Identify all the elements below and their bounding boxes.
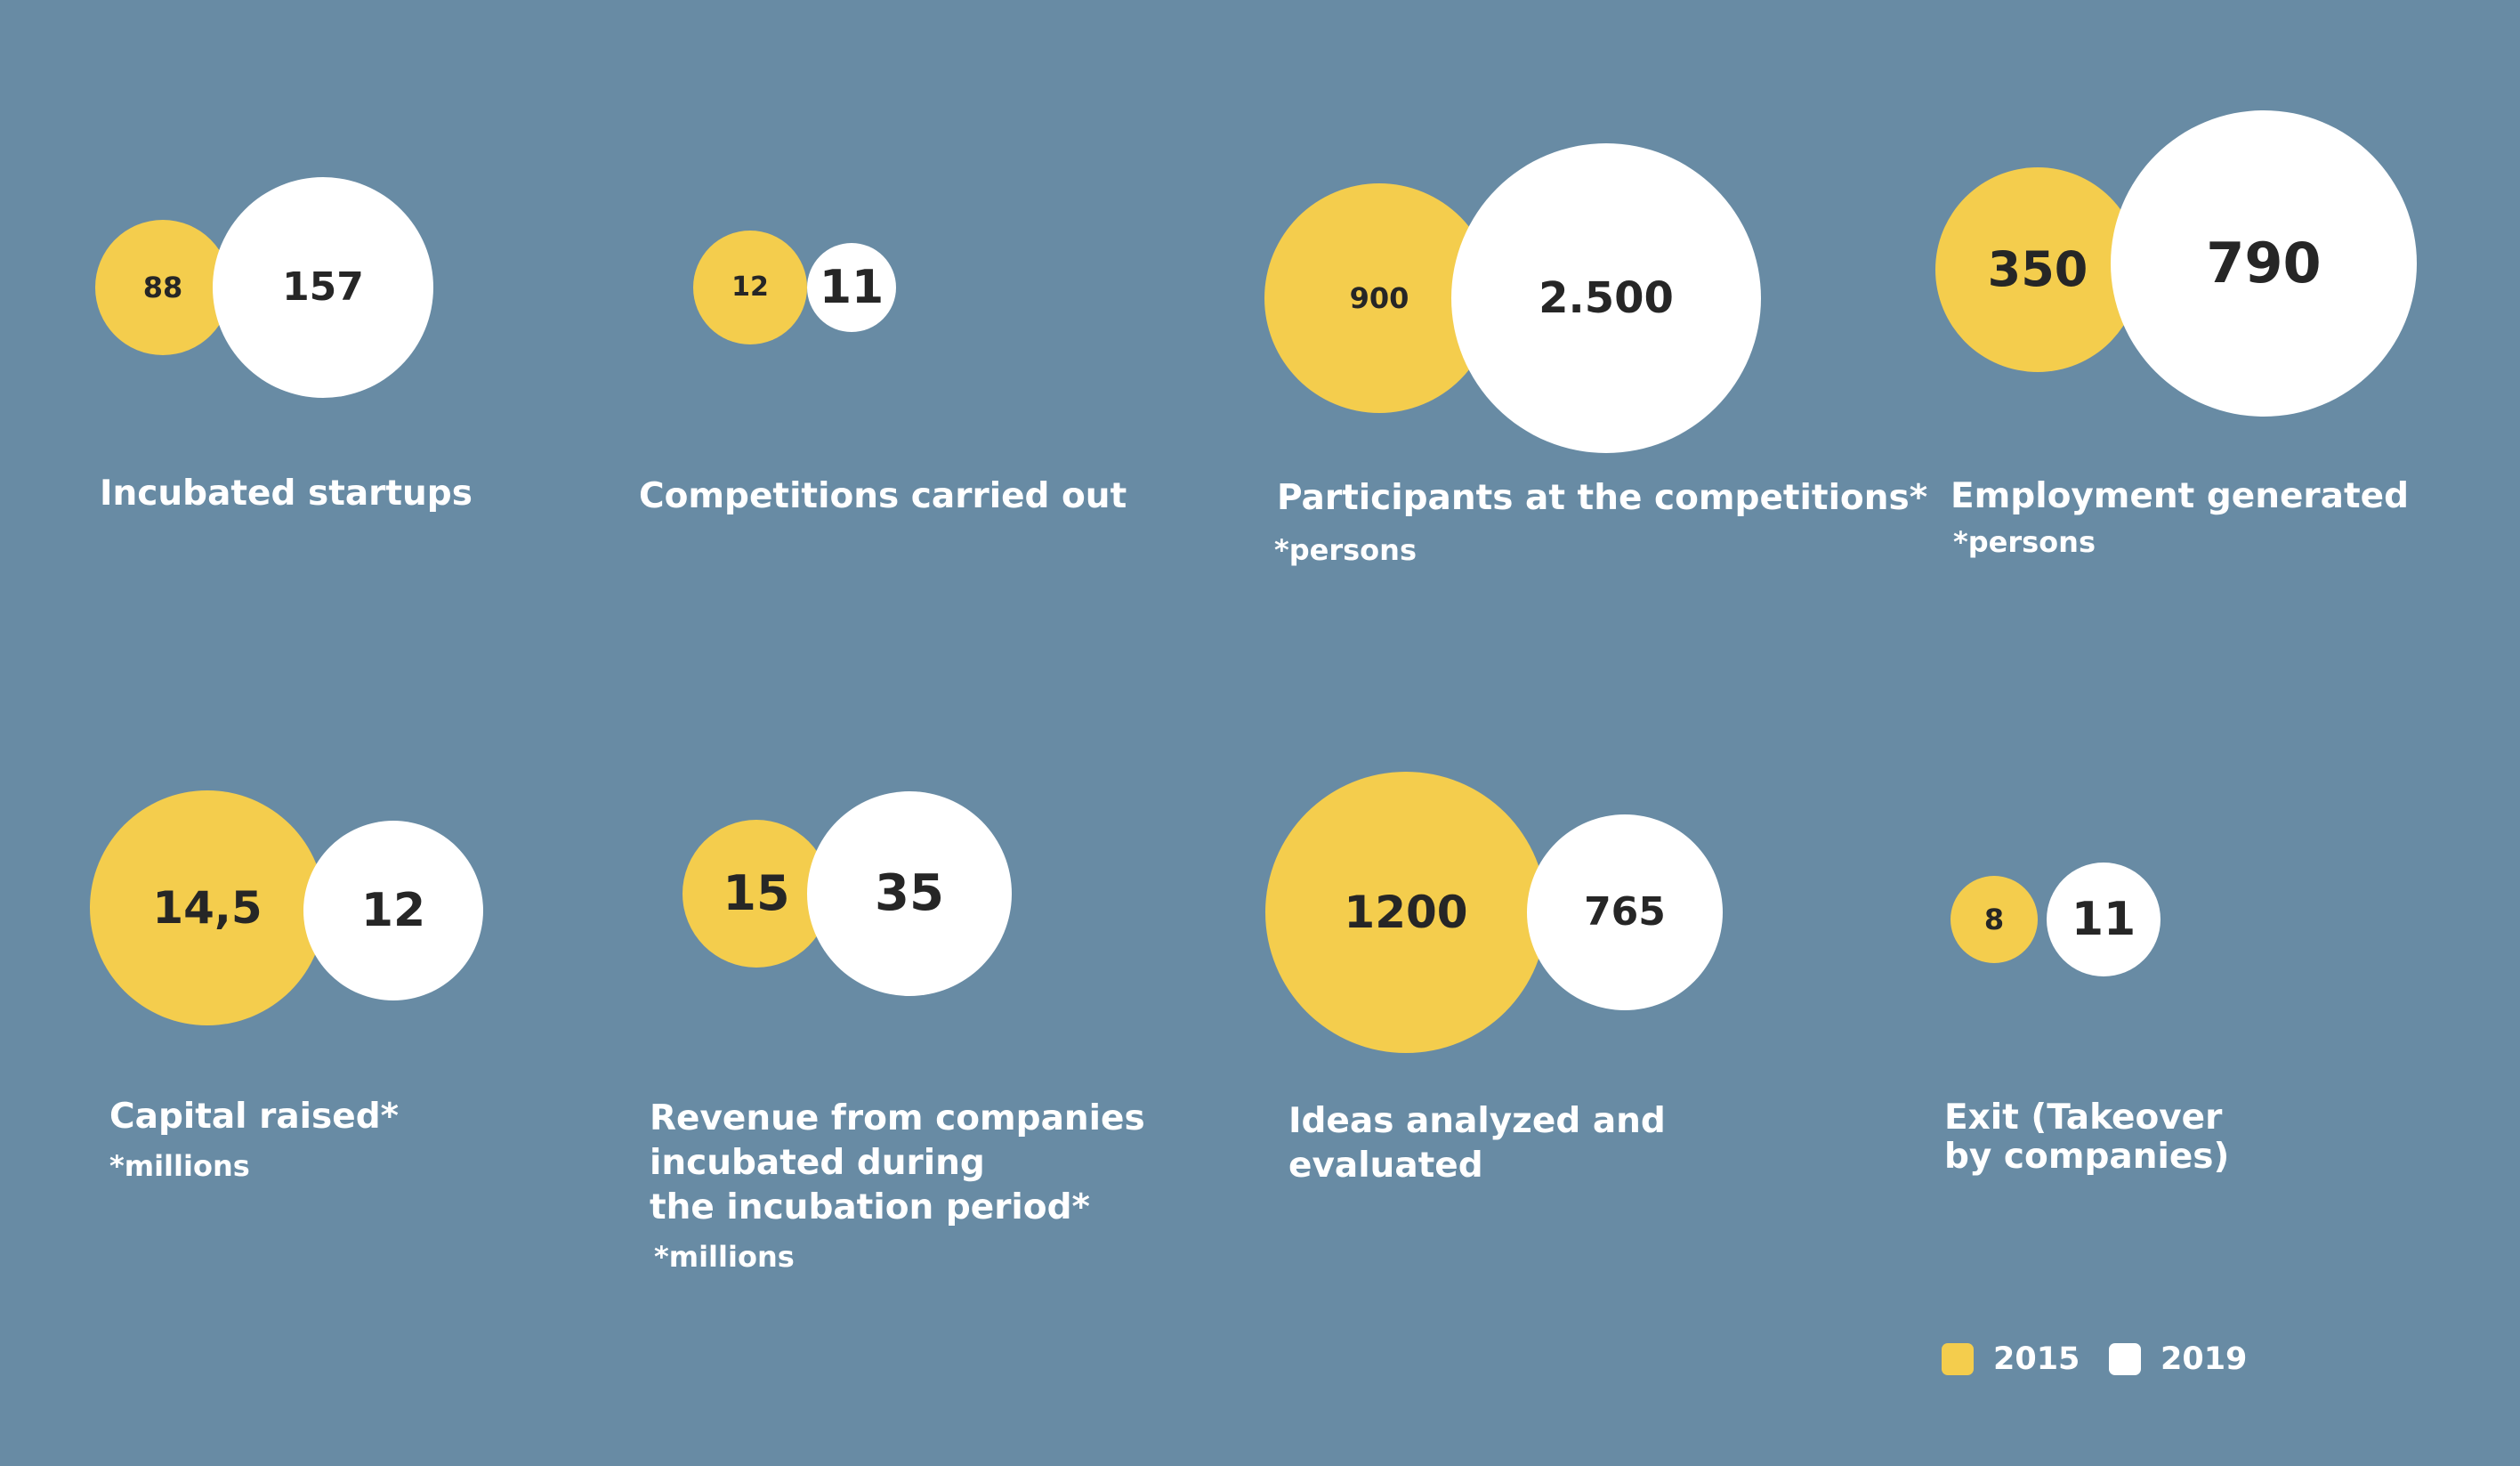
unit-note-employment-generated: *persons [1953, 525, 2096, 559]
bubble-competitions-carried-out-2019: 11 [807, 243, 896, 332]
bubble-incubated-startups-2015: 88 [95, 220, 230, 355]
bubble-capital-raised-2019: 12 [303, 821, 483, 1000]
bubble-revenue-from-companies-2019: 35 [807, 791, 1012, 996]
unit-note-revenue-from-companies: *millions [654, 1240, 795, 1274]
label-ideas-analyzed-and: Ideas analyzed and evaluated [1288, 1101, 1666, 1186]
label-participants-at-the-competitions: Participants at the competitions* [1277, 478, 1928, 518]
bubble-ideas-analyzed-and-2015: 1200 [1265, 772, 1547, 1053]
bubble-participants-at-the-competitions-2019: 2.500 [1451, 143, 1761, 453]
unit-note-capital-raised: *millions [109, 1149, 250, 1183]
legend-swatch-2019 [2109, 1343, 2141, 1375]
bubble-exit-takeover-2019: 11 [2047, 863, 2161, 976]
legend-label-2015: 2015 [1993, 1341, 2080, 1377]
bubble-employment-generated-2015: 350 [1935, 167, 2140, 372]
bubble-competitions-carried-out-2015: 12 [693, 231, 807, 344]
bubble-revenue-from-companies-2015: 15 [682, 820, 830, 968]
legend-label-2019: 2019 [2161, 1341, 2248, 1377]
unit-note-participants-at-the-competitions: *persons [1274, 533, 1417, 567]
legend-item-2015: 2015 [1942, 1341, 2080, 1377]
label-exit-takeover: Exit (Takeover by companies) [1944, 1097, 2230, 1177]
label-revenue-from-companies: Revenue from companies incubated during … [650, 1098, 1145, 1227]
label-capital-raised: Capital raised* [109, 1097, 400, 1137]
label-employment-generated: Employment generated [1951, 476, 2409, 516]
bubble-incubated-startups-2019: 157 [213, 177, 433, 398]
legend-swatch-2015 [1942, 1343, 1974, 1375]
bubble-capital-raised-2015: 14,5 [90, 790, 325, 1025]
bubble-ideas-analyzed-and-2019: 765 [1527, 814, 1723, 1010]
bubble-employment-generated-2019: 790 [2111, 110, 2417, 417]
label-incubated-startups: Incubated startups [100, 474, 472, 514]
legend-item-2019: 2019 [2109, 1341, 2247, 1377]
label-competitions-carried-out: Competitions carried out [639, 476, 1127, 516]
bubble-exit-takeover-2015: 8 [1951, 876, 2038, 963]
